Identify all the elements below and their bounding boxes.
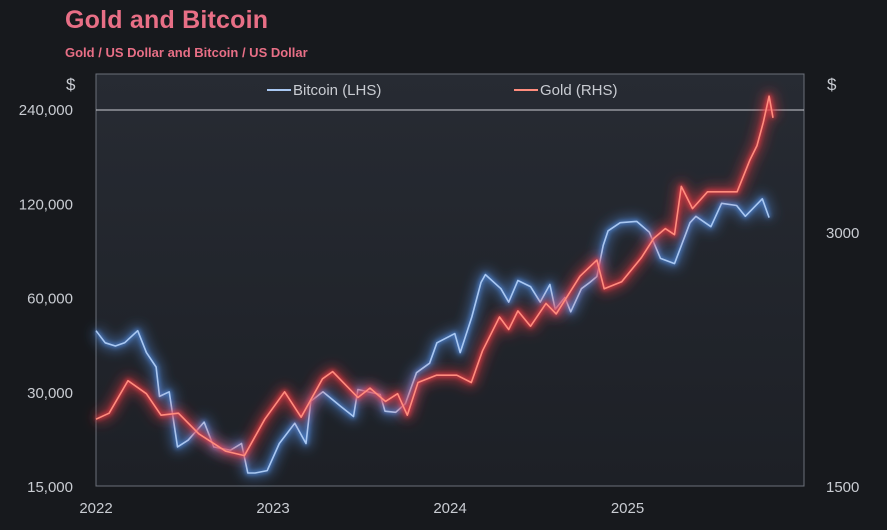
left-tick-label: 240,000 (19, 102, 73, 119)
left-tick-label: 120,000 (19, 196, 73, 213)
right-axis-unit: $ (827, 75, 837, 94)
x-tick-label: 2025 (611, 500, 644, 517)
left-tick-label: 30,000 (27, 385, 73, 402)
left-tick-label: 15,000 (27, 479, 73, 496)
x-tick-label: 2022 (79, 500, 112, 517)
legend-bitcoin-label: Bitcoin (LHS) (293, 82, 381, 99)
right-tick-label: 1500 (826, 479, 859, 496)
chart-subtitle: Gold / US Dollar and Bitcoin / US Dollar (65, 45, 308, 60)
x-tick-label: 2024 (433, 500, 466, 517)
right-axis-ticks: 1500 3000 (826, 225, 859, 496)
legend-gold-label: Gold (RHS) (540, 82, 618, 99)
right-tick-label: 3000 (826, 225, 859, 242)
legend: Bitcoin (LHS) Gold (RHS) (267, 82, 618, 99)
plot-area (95, 73, 805, 487)
series-layer (92, 91, 778, 478)
chart-title: Gold and Bitcoin (65, 6, 269, 34)
x-axis-ticks: 2022 2023 2024 2025 (79, 500, 644, 517)
left-axis-unit: $ (66, 75, 76, 94)
left-axis-ticks: 15,000 30,000 60,000 120,000 240,000 (19, 102, 73, 496)
left-tick-label: 60,000 (27, 291, 73, 308)
gold-series-line (95, 95, 774, 457)
x-tick-label: 2023 (256, 500, 289, 517)
